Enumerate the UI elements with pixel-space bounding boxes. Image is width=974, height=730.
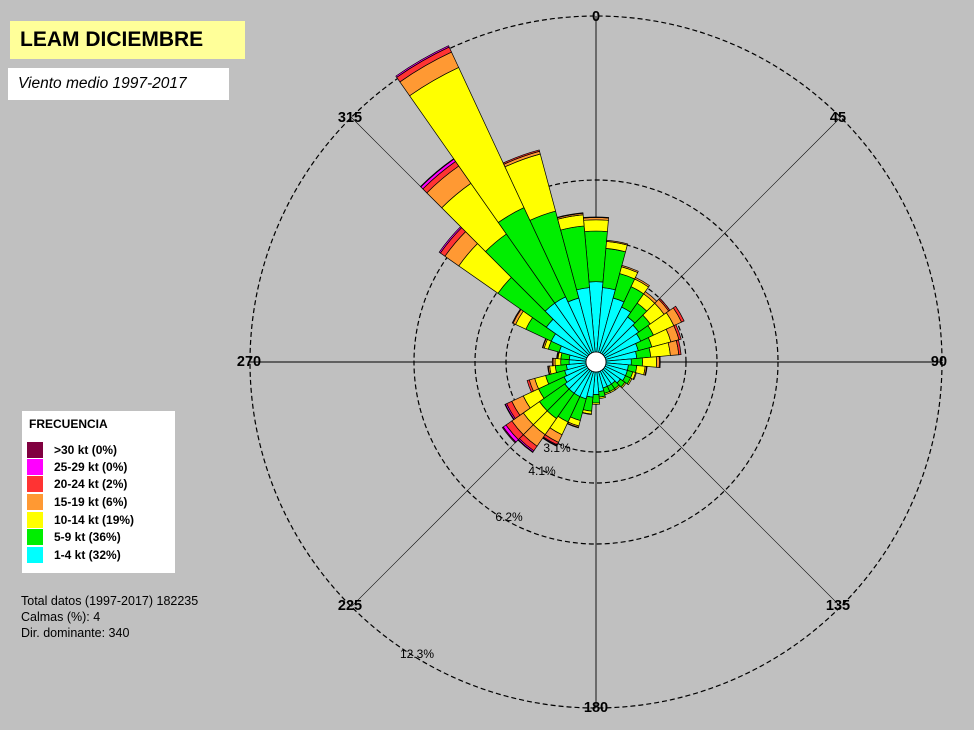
chart-title: LEAM DICIEMBRE <box>10 21 245 59</box>
legend-swatch <box>27 459 43 475</box>
direction-label: 0 <box>592 9 600 25</box>
petal-segment <box>621 264 639 274</box>
direction-label: 225 <box>338 598 362 614</box>
chart-petals <box>395 45 685 453</box>
legend-swatch <box>27 547 43 563</box>
petal-segment <box>630 357 643 367</box>
legend-label: 15-19 kt (6%) <box>54 495 128 509</box>
petal-segment <box>582 216 610 219</box>
petal-segment <box>583 219 609 232</box>
legend-title: FRECUENCIA <box>29 417 108 431</box>
petal-segment <box>632 372 637 381</box>
legend-swatch <box>27 494 43 510</box>
direction-label: 90 <box>931 354 947 370</box>
chart-labels: 0 45 90 135 180 225 270 315 3.1% 4.1% 6.2% 12.3% <box>237 9 947 716</box>
petal-segment <box>675 339 682 356</box>
legend-label: 25-29 kt (0%) <box>54 460 128 474</box>
petal-segment <box>554 358 562 366</box>
petal-segment <box>620 381 627 389</box>
legend-label: 5-9 kt (36%) <box>54 530 121 544</box>
total-data-text: Total datos (1997-2017) 182235 <box>21 594 199 608</box>
petal-segment <box>673 324 682 341</box>
petal-segment <box>634 277 650 288</box>
calm-circle <box>585 351 607 373</box>
petal-segment <box>658 356 661 368</box>
petal-segment <box>642 356 657 368</box>
legend-label: 1-4 kt (32%) <box>54 548 121 562</box>
petal-segment <box>502 149 540 165</box>
petal-segment <box>395 45 450 78</box>
direction-label: 180 <box>584 700 608 716</box>
petal-segment <box>672 305 685 323</box>
ring-label: 4.1% <box>528 464 556 478</box>
petal-segment <box>556 212 584 219</box>
ring-label: 12.3% <box>400 647 434 661</box>
chart-subtitle: Viento medio 1997-2017 <box>8 68 229 100</box>
legend: FRECUENCIA >30 kt (0%) 25-29 kt (0%) 20-… <box>22 411 175 573</box>
petal-segment <box>501 426 517 444</box>
ring-label: 6.2% <box>495 510 523 524</box>
petal-segment <box>591 402 601 405</box>
legend-swatch <box>27 529 43 545</box>
petal-segment <box>626 377 633 386</box>
petal-segment <box>592 394 600 404</box>
grid-spoke <box>595 361 841 607</box>
direction-label: 315 <box>338 110 362 126</box>
direction-label: 135 <box>826 598 850 614</box>
petal-segment <box>606 239 629 246</box>
petal-segment <box>526 379 534 393</box>
dominant-direction-text: Dir. dominante: 340 <box>21 626 130 640</box>
ring-label: 3.1% <box>543 441 571 455</box>
legend-swatch <box>27 476 43 492</box>
petal-segment <box>644 366 648 376</box>
direction-label: 270 <box>237 354 261 370</box>
calms-text: Calmas (%): 4 <box>21 610 101 624</box>
legend-swatch <box>27 442 43 458</box>
direction-label: 45 <box>830 110 846 126</box>
petal-segment <box>551 357 554 367</box>
legend-swatch <box>27 512 43 528</box>
petal-segment <box>504 403 515 421</box>
legend-label: 10-14 kt (19%) <box>54 513 135 527</box>
legend-label: 20-24 kt (2%) <box>54 477 128 491</box>
petal-segment <box>547 365 551 375</box>
legend-label: >30 kt (0%) <box>54 443 118 457</box>
